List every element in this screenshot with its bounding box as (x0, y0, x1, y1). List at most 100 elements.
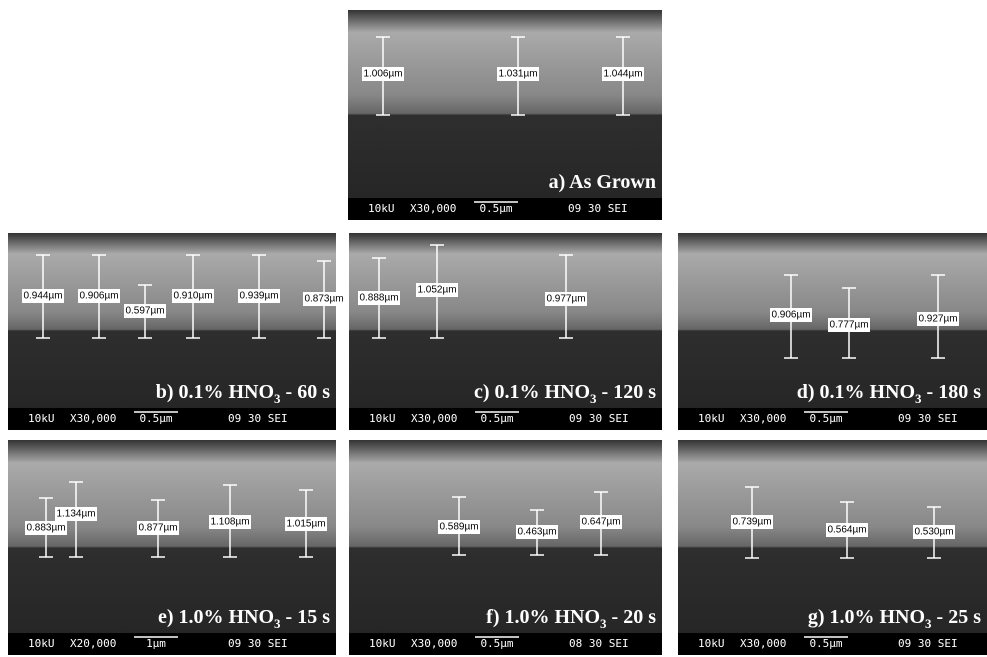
measure-label: 1.108µm (210, 517, 249, 528)
measure-label: 1.052µm (417, 285, 456, 296)
measure-label-box (516, 525, 558, 539)
footer-code: 09 30 SEI (228, 637, 288, 650)
footer-mag: X30,000 (70, 412, 116, 425)
measure-label: 0.944µm (23, 291, 62, 302)
label-subscript: 3 (915, 391, 922, 406)
measure-label: 0.873µm (304, 294, 343, 305)
measure-label-box (438, 520, 480, 534)
sem-panel: 0.888µm 1.052µm 0.977µm c) 0.1% HNO3 - 120 … (349, 233, 662, 430)
footer-mag: X30,000 (410, 202, 456, 215)
measure-label-box (78, 289, 120, 303)
sem-image (348, 10, 662, 198)
panel-label: a) As Grown (549, 171, 656, 193)
footer-code: 09 30 SEI (568, 202, 628, 215)
sem-panel: 0.739µm 0.564µm 0.530µm g) 1.0% HNO3 - 25 s… (678, 440, 987, 655)
info-bar (678, 408, 987, 430)
sem-panel: 0.883µm 1.134µm 0.877µm 1.108µm 1.015µm e) 1.… (8, 440, 336, 655)
footer-kv: 10kU (369, 637, 396, 650)
info-bar (8, 633, 336, 655)
info-bar (349, 408, 662, 430)
footer-scale: 0.5µm (480, 412, 513, 425)
measure-label: 0.877µm (138, 523, 177, 534)
footer-kv: 10kU (698, 412, 725, 425)
measure-label: 0.906µm (79, 291, 118, 302)
info-bar (678, 633, 987, 655)
panel-label: g) 1.0% HNO3 - 25 s (808, 606, 981, 631)
measure-label-box (362, 67, 404, 81)
footer-kv: 10kU (369, 412, 396, 425)
measure-label-box (238, 289, 280, 303)
measure-label: 1.044µm (603, 69, 642, 80)
info-bar (349, 633, 662, 655)
info-bar (348, 198, 662, 220)
measure-label-box (22, 289, 64, 303)
measure-label: 0.564µm (827, 525, 866, 536)
measure-label: 0.530µm (914, 527, 953, 538)
measure-label-box (416, 283, 458, 297)
panel-label: b) 0.1% HNO3 - 60 s (156, 381, 331, 406)
label-subscript: 3 (600, 616, 607, 631)
measure-label-box (124, 304, 166, 318)
measure-label-box (913, 525, 955, 539)
footer-scale: 0.5µm (480, 637, 513, 650)
measure-label-box (828, 318, 870, 332)
label-suffix: - 60 s (281, 381, 331, 403)
footer-scale: 1µm (146, 637, 166, 650)
footer-kv: 10kU (28, 412, 55, 425)
measure-label-box (545, 292, 587, 306)
label-suffix: - 120 s (597, 381, 657, 403)
measure-label-box (731, 515, 773, 529)
measure-label: 0.906µm (771, 310, 810, 321)
label-main: c) 0.1% HNO (474, 381, 590, 403)
footer-mag: X30,000 (411, 412, 457, 425)
label-suffix: - 25 s (932, 606, 982, 628)
sem-image (8, 440, 336, 633)
measure-label: 0.589µm (439, 522, 478, 533)
label-subscript: 3 (925, 616, 932, 631)
footer-mag: X30,000 (740, 412, 786, 425)
footer-code: 09 30 SEI (898, 637, 958, 650)
footer-code: 09 30 SEI (898, 412, 958, 425)
measure-label: 0.888µm (359, 293, 398, 304)
footer-code: 08 30 SEI (569, 637, 629, 650)
measure-label-box (25, 521, 67, 535)
label-main: a) As Grown (549, 171, 656, 193)
measure-label: 0.739µm (732, 517, 771, 528)
measure-label: 0.463µm (517, 527, 556, 538)
measure-label: 1.134µm (56, 509, 95, 520)
measure-label-box (55, 507, 97, 521)
measure-label-box (358, 291, 400, 305)
footer-code: 09 30 SEI (569, 412, 629, 425)
measure-label: 0.910µm (173, 291, 212, 302)
panel-label: c) 0.1% HNO3 - 120 s (474, 381, 656, 406)
measure-label-box (303, 292, 345, 306)
label-main: g) 1.0% HNO (808, 606, 925, 628)
measure-label: 1.006µm (363, 69, 402, 80)
measure-label-box (285, 517, 327, 531)
footer-code: 09 30 SEI (228, 412, 288, 425)
measure-label: 1.031µm (498, 69, 537, 80)
footer-scale: 0.5µm (139, 412, 172, 425)
label-main: e) 1.0% HNO (158, 606, 274, 628)
footer-scale: 0.5µm (809, 637, 842, 650)
measure-label-box (137, 521, 179, 535)
label-main: f) 1.0% HNO (486, 606, 600, 628)
label-suffix: - 180 s (922, 381, 982, 403)
footer-mag: X30,000 (411, 637, 457, 650)
footer-mag: X20,000 (70, 637, 116, 650)
measure-label: 0.777µm (829, 320, 868, 331)
footer-kv: 10kU (698, 637, 725, 650)
panel-label: f) 1.0% HNO3 - 20 s (486, 606, 656, 631)
footer-kv: 10kU (28, 637, 55, 650)
label-main: d) 0.1% HNO (797, 381, 915, 403)
measure-label: 1.015µm (286, 519, 325, 530)
measure-label-box (209, 515, 251, 529)
measure-label-box (172, 289, 214, 303)
measure-label: 0.883µm (26, 523, 65, 534)
footer-scale: 0.5µm (809, 412, 842, 425)
sem-image (8, 233, 336, 408)
label-subscript: 3 (590, 391, 597, 406)
measure-label: 0.939µm (239, 291, 278, 302)
label-subscript: 3 (274, 391, 281, 406)
